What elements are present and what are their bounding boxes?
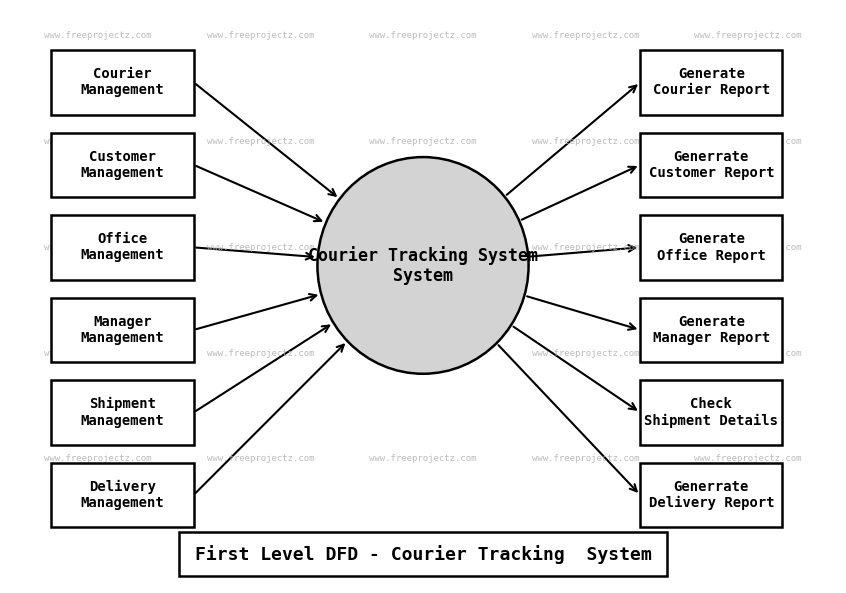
Text: www.freeprojectz.com: www.freeprojectz.com (44, 454, 152, 463)
Ellipse shape (317, 157, 529, 374)
Text: Courier Tracking System
System: Courier Tracking System System (308, 246, 538, 285)
Text: www.freeprojectz.com: www.freeprojectz.com (694, 243, 802, 252)
Text: Check
Shipment Details: Check Shipment Details (645, 397, 778, 428)
FancyBboxPatch shape (640, 215, 783, 280)
Text: www.freeprojectz.com: www.freeprojectz.com (531, 31, 640, 40)
Text: www.freeprojectz.com: www.freeprojectz.com (206, 349, 315, 358)
FancyBboxPatch shape (52, 380, 194, 445)
FancyBboxPatch shape (640, 50, 783, 114)
Text: www.freeprojectz.com: www.freeprojectz.com (206, 454, 315, 463)
Text: www.freeprojectz.com: www.freeprojectz.com (369, 31, 477, 40)
Text: Generate
Office Report: Generate Office Report (656, 232, 766, 263)
Text: www.freeprojectz.com: www.freeprojectz.com (694, 349, 802, 358)
Text: Generrate
Customer Report: Generrate Customer Report (649, 149, 774, 180)
Text: Customer
Management: Customer Management (80, 149, 164, 180)
Text: www.freeprojectz.com: www.freeprojectz.com (44, 31, 152, 40)
FancyBboxPatch shape (640, 380, 783, 445)
FancyBboxPatch shape (179, 533, 667, 576)
Text: Shipment
Management: Shipment Management (80, 397, 164, 428)
Text: www.freeprojectz.com: www.freeprojectz.com (369, 137, 477, 146)
Text: www.freeprojectz.com: www.freeprojectz.com (694, 31, 802, 40)
FancyBboxPatch shape (640, 298, 783, 362)
Text: www.freeprojectz.com: www.freeprojectz.com (531, 454, 640, 463)
Text: www.freeprojectz.com: www.freeprojectz.com (369, 243, 477, 252)
Text: www.freeprojectz.com: www.freeprojectz.com (531, 137, 640, 146)
FancyBboxPatch shape (52, 133, 194, 197)
Text: www.freeprojectz.com: www.freeprojectz.com (531, 349, 640, 358)
Text: www.freeprojectz.com: www.freeprojectz.com (44, 349, 152, 358)
Text: www.freeprojectz.com: www.freeprojectz.com (531, 243, 640, 252)
Text: Delivery
Management: Delivery Management (80, 480, 164, 510)
FancyBboxPatch shape (52, 463, 194, 527)
Text: www.freeprojectz.com: www.freeprojectz.com (206, 243, 315, 252)
FancyBboxPatch shape (640, 463, 783, 527)
Text: Generate
Manager Report: Generate Manager Report (653, 315, 770, 345)
Text: www.freeprojectz.com: www.freeprojectz.com (44, 137, 152, 146)
Text: Generrate
Delivery Report: Generrate Delivery Report (649, 480, 774, 510)
Text: www.freeprojectz.com: www.freeprojectz.com (694, 454, 802, 463)
FancyBboxPatch shape (52, 298, 194, 362)
Text: Courier
Management: Courier Management (80, 67, 164, 97)
Text: www.freeprojectz.com: www.freeprojectz.com (206, 137, 315, 146)
Text: www.freeprojectz.com: www.freeprojectz.com (44, 243, 152, 252)
FancyBboxPatch shape (640, 133, 783, 197)
FancyBboxPatch shape (52, 215, 194, 280)
Text: First Level DFD - Courier Tracking  System: First Level DFD - Courier Tracking Syste… (195, 545, 651, 564)
Text: www.freeprojectz.com: www.freeprojectz.com (694, 137, 802, 146)
Text: www.freeprojectz.com: www.freeprojectz.com (369, 454, 477, 463)
Text: www.freeprojectz.com: www.freeprojectz.com (206, 31, 315, 40)
FancyBboxPatch shape (52, 50, 194, 114)
Text: Generate
Courier Report: Generate Courier Report (653, 67, 770, 97)
Text: www.freeprojectz.com: www.freeprojectz.com (369, 349, 477, 358)
Text: Manager
Management: Manager Management (80, 315, 164, 345)
Text: Office
Management: Office Management (80, 232, 164, 263)
